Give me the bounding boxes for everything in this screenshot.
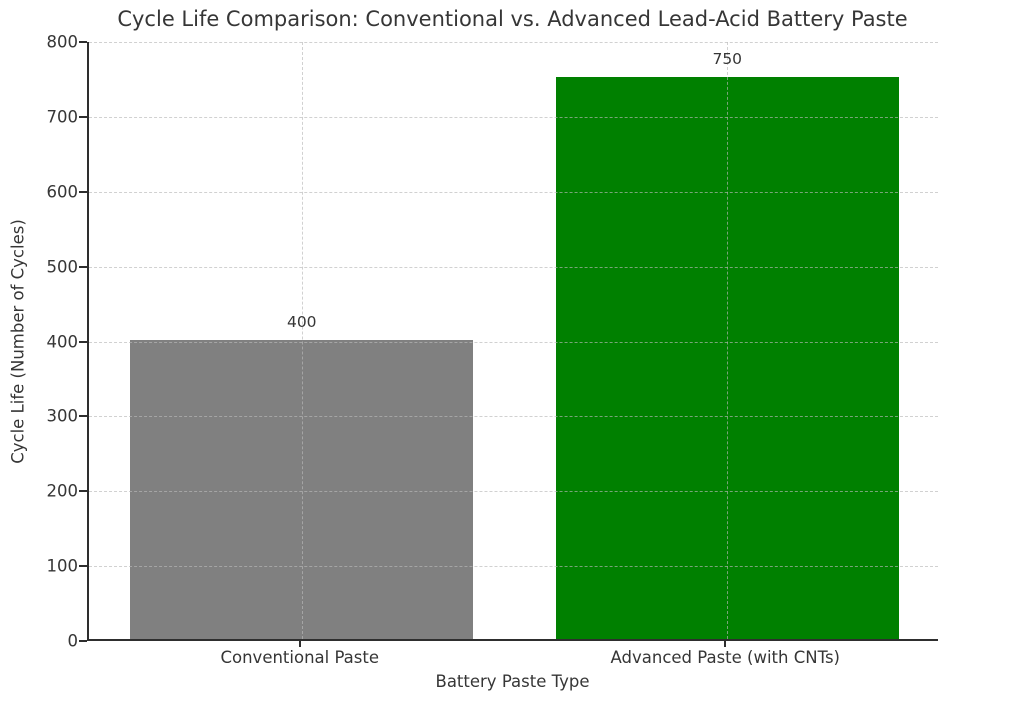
horizontal-gridline: [89, 416, 938, 418]
x-tick-label: Conventional Paste: [220, 648, 380, 667]
x-axis-label: Battery Paste Type: [435, 672, 590, 691]
y-tick-mark: [79, 640, 87, 642]
y-tick-label: 400: [46, 332, 79, 351]
y-tick-mark: [79, 190, 87, 193]
y-tick-label: 100: [46, 556, 79, 576]
y-tick-mark: [79, 565, 87, 568]
chart-title: Cycle Life Comparison: Conventional vs. …: [117, 7, 908, 31]
y-tick-label: 300: [46, 406, 79, 426]
horizontal-gridline: [89, 116, 938, 118]
y-tick-label: 800: [46, 32, 79, 52]
bar-value-label: 400: [286, 312, 317, 331]
x-tick-mark: [298, 641, 301, 647]
horizontal-gridline: [89, 191, 938, 193]
horizontal-gridline: [89, 266, 938, 268]
y-tick-mark: [79, 340, 87, 343]
y-tick-mark: [79, 41, 87, 43]
y-tick-mark: [79, 490, 87, 493]
horizontal-gridline: [89, 491, 938, 493]
y-tick-label: 0: [67, 631, 79, 651]
y-tick-mark: [79, 415, 87, 418]
horizontal-gridline: [89, 566, 938, 568]
y-tick-mark: [79, 265, 87, 268]
y-tick-label: 700: [46, 107, 79, 127]
bar-conventional: [130, 339, 474, 639]
y-tick-mark: [79, 115, 87, 118]
x-tick-label: Advanced Paste (with CNTs): [610, 648, 840, 667]
y-axis-label: Cycle Life (Number of Cycles): [8, 219, 28, 464]
bar-value-label: 750: [712, 50, 743, 69]
x-tick-mark: [724, 641, 727, 647]
horizontal-gridline: [89, 341, 938, 343]
vertical-gridline: [301, 42, 303, 639]
vertical-gridline: [727, 42, 729, 639]
y-tick-label: 500: [46, 257, 79, 277]
bar-advanced: [555, 77, 899, 639]
y-tick-label: 600: [46, 182, 79, 202]
plot-area: 400 750: [87, 42, 938, 641]
horizontal-gridline: [89, 42, 938, 43]
y-tick-label: 200: [46, 481, 79, 501]
